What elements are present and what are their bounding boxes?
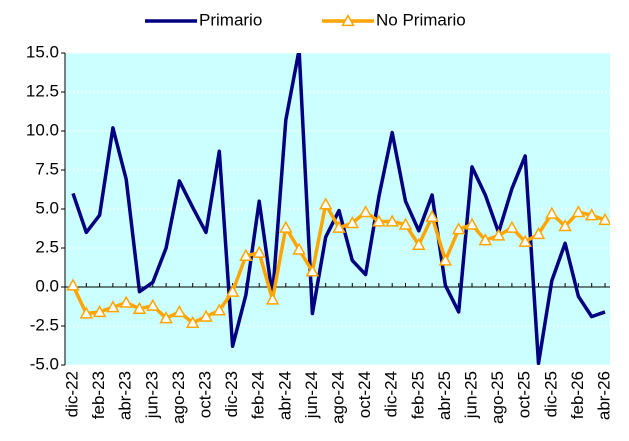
marker [292, 242, 306, 255]
x-tick-label: ago-23 [169, 371, 188, 424]
marker [345, 215, 360, 229]
marker [545, 206, 559, 219]
marker [451, 222, 466, 235]
x-tick-label: jun-25 [461, 371, 480, 419]
marker [92, 304, 107, 318]
x-tick-label: oct-25 [515, 371, 534, 418]
x-tick-label: dic-23 [222, 371, 241, 417]
marker [146, 298, 160, 311]
plot [66, 53, 610, 365]
x-tick-label: feb-23 [89, 371, 108, 419]
marker [491, 228, 506, 241]
x-tick-label: abr-25 [435, 371, 454, 420]
marker [265, 292, 280, 305]
x-tick-label: jun-23 [142, 371, 161, 419]
line [71, 53, 606, 365]
marker [66, 278, 80, 291]
marker [79, 306, 94, 319]
legend-marker [341, 13, 355, 27]
marker [438, 253, 453, 266]
marker [199, 309, 213, 322]
marker [305, 264, 320, 277]
marker [531, 226, 546, 240]
marker [212, 303, 227, 316]
marker [225, 284, 240, 297]
x-tick-label: oct-23 [195, 371, 214, 418]
marker [372, 214, 386, 227]
marker [505, 220, 519, 233]
x-tick-label: feb-26 [568, 371, 587, 419]
y-tick-label: 15.0 [26, 42, 59, 61]
y-tick-label: 7.5 [35, 159, 59, 178]
marker [239, 248, 253, 261]
y-tick-label: -5.0 [30, 354, 59, 373]
marker [412, 237, 426, 251]
legend-label: Primario [199, 10, 262, 29]
marker [332, 220, 346, 233]
marker [106, 300, 120, 313]
marker [518, 234, 532, 247]
marker [385, 214, 399, 227]
marker [119, 295, 133, 308]
x-tick-label: ago-25 [488, 371, 507, 424]
marker [478, 233, 493, 246]
marker [584, 208, 599, 221]
x-tick-label: abr-23 [116, 371, 135, 420]
y-tick-label: 5.0 [35, 198, 59, 217]
marker [318, 197, 333, 210]
marker [358, 205, 373, 218]
marker [558, 219, 572, 232]
x-tick-label: dic-22 [62, 371, 81, 417]
x-tick-label: dic-24 [382, 371, 401, 417]
y-tick-label: -2.5 [30, 315, 59, 334]
marker [172, 304, 187, 318]
marker [252, 245, 266, 258]
x-tick-label: feb-25 [408, 371, 427, 419]
marker [279, 220, 293, 233]
x-tick-label: oct-24 [355, 371, 374, 418]
x-tick-label: feb-24 [249, 371, 268, 419]
marker [425, 209, 439, 222]
x-tick-label: abr-24 [275, 371, 294, 420]
marker [571, 205, 586, 218]
y-tick-label: 2.5 [35, 237, 59, 256]
y-tick-label: 10.0 [26, 120, 59, 139]
marker [465, 217, 479, 230]
x-tick-label: abr-26 [594, 371, 613, 420]
y-tick-label: 12.5 [26, 81, 59, 100]
x-tick-label: ago-24 [328, 371, 347, 424]
x-tick-label: jun-24 [302, 371, 321, 419]
marker [185, 315, 200, 329]
legend-label: No Primario [376, 10, 466, 29]
y-tick-label: 0.0 [35, 276, 59, 295]
x-tick-label: dic-25 [541, 371, 560, 417]
marker [159, 311, 173, 324]
marker [398, 217, 413, 230]
marker [598, 212, 610, 226]
marker [132, 301, 147, 314]
